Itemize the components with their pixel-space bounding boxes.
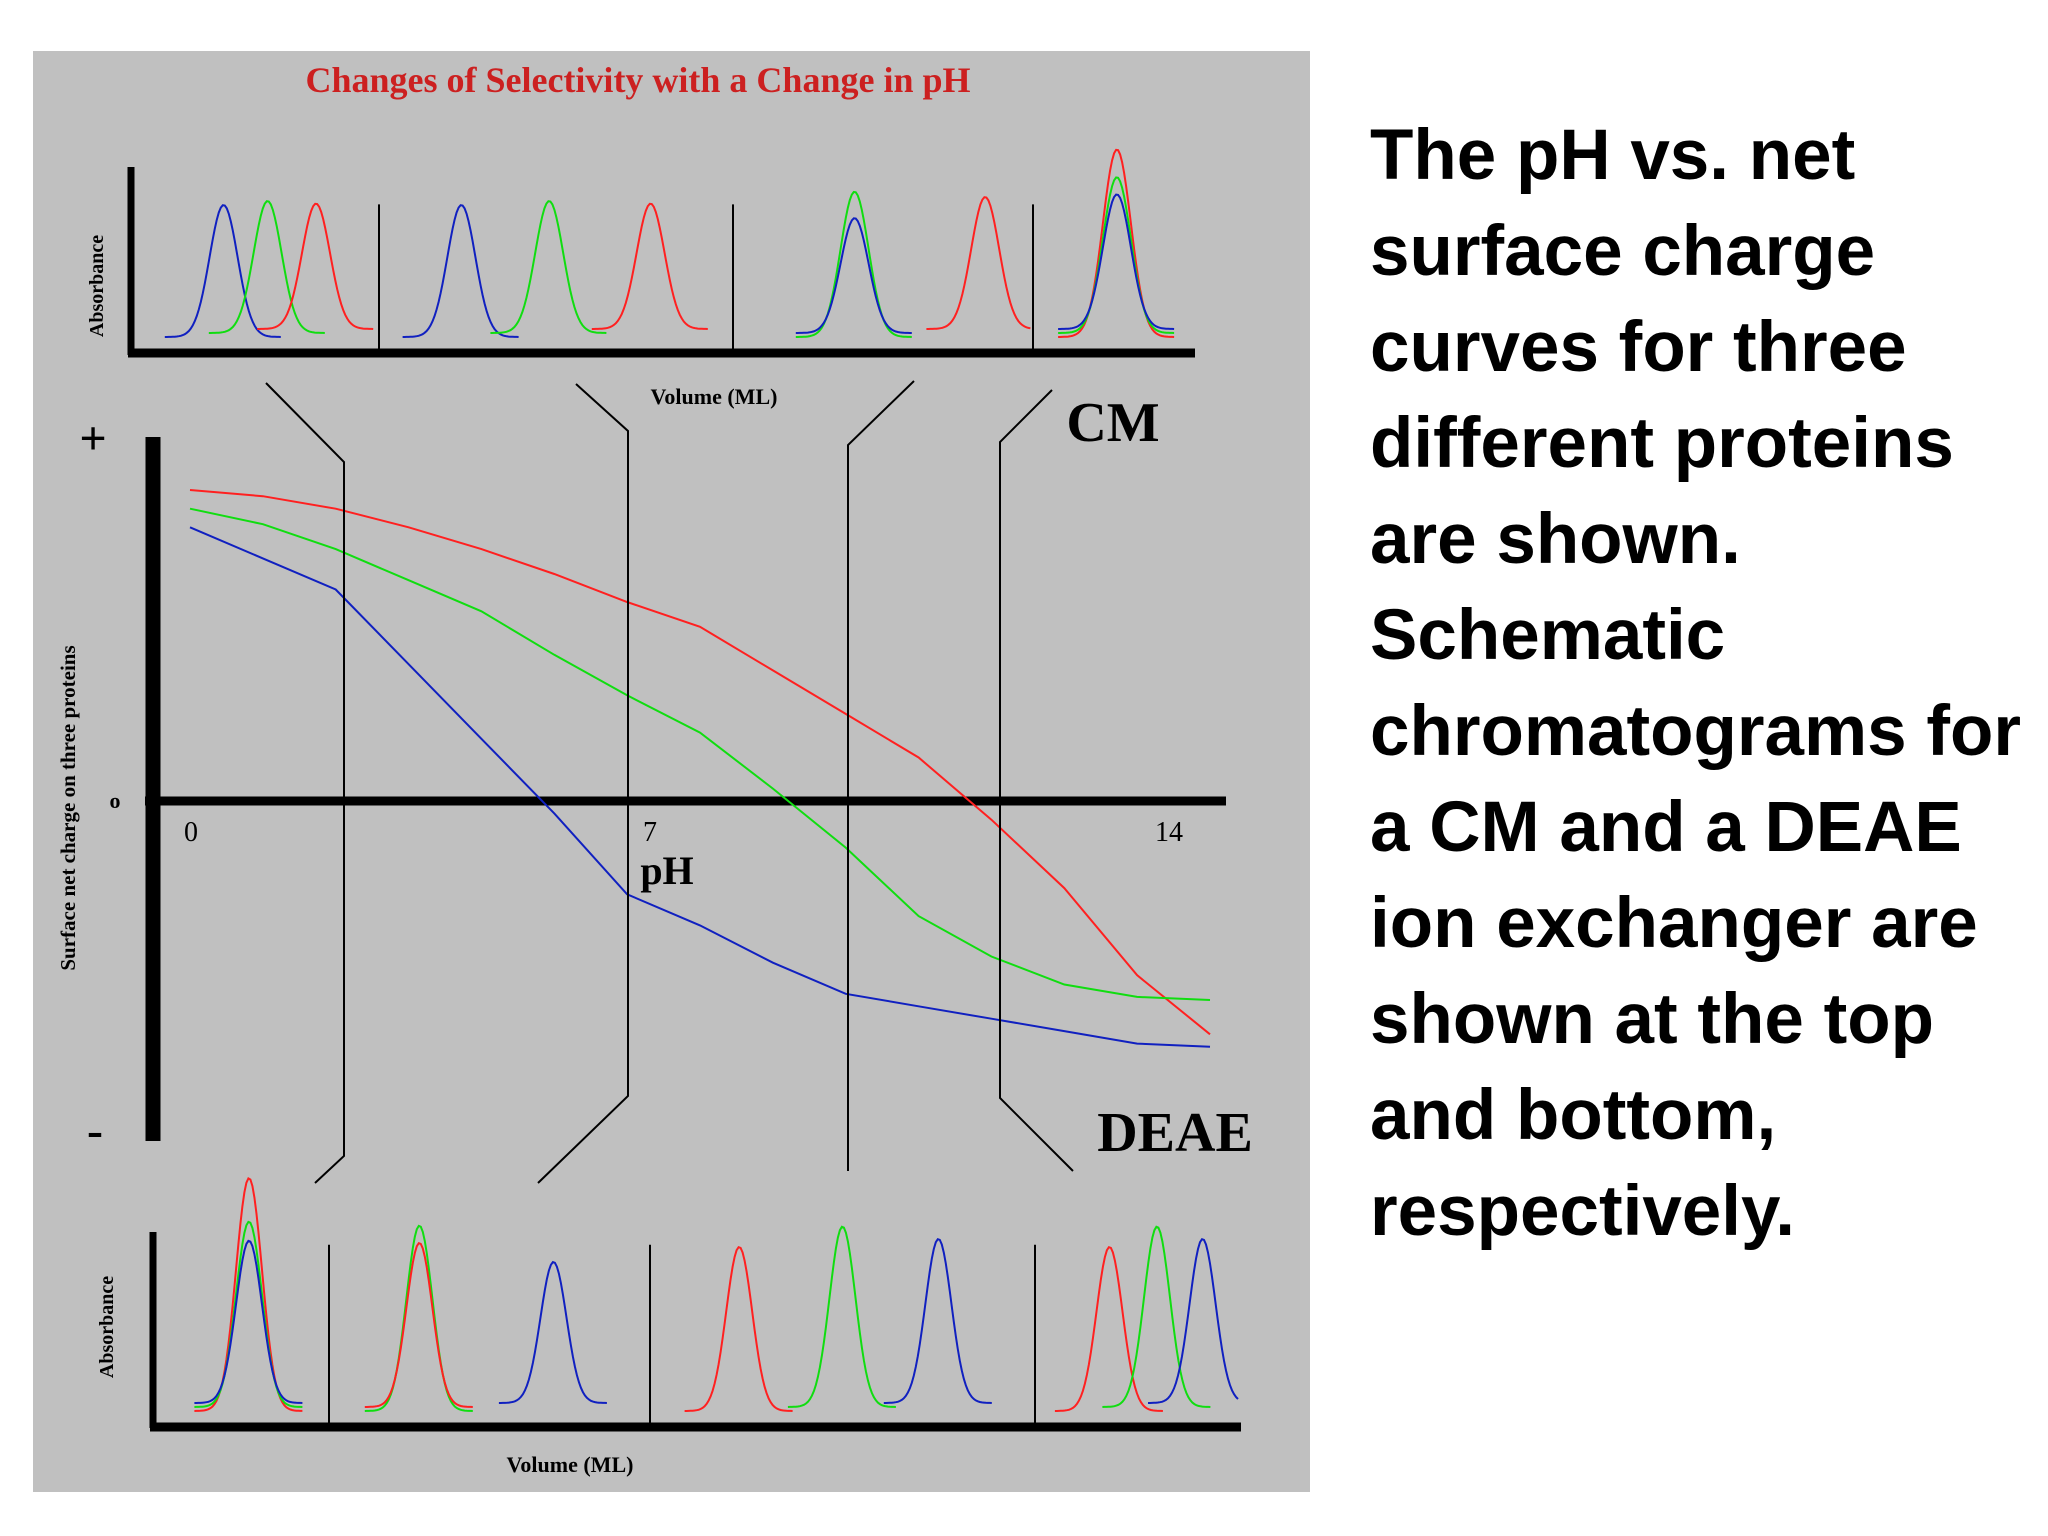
peak-red [257, 202, 374, 330]
y-negative-symbol: - [87, 1104, 103, 1157]
peak-red [1058, 148, 1175, 338]
x-tick-label: 14 [1155, 817, 1183, 848]
peak-green [194, 1220, 303, 1408]
peak-red [591, 202, 708, 330]
selectivity-figure: Changes of Selectivity with a Change in … [33, 51, 1310, 1492]
peak-blue [795, 217, 912, 334]
deae-chromatogram: Absorbance Volume (ML) [96, 1177, 1241, 1477]
connector-line [847, 380, 915, 1171]
peak-green [490, 200, 607, 334]
connector-line [537, 383, 629, 1184]
series-line-red [189, 489, 1211, 1036]
y-axis-label: Surface net charge on three proteins [56, 645, 80, 970]
peak-green [208, 200, 325, 334]
cm-chromatogram: Absorbance Volume (ML) [86, 148, 1195, 409]
series-line-green [189, 507, 1211, 1001]
charge-vs-ph-chart: Surface net charge on three proteins + o… [56, 392, 1253, 1164]
peak-red [684, 1245, 793, 1412]
peak-green [795, 190, 912, 338]
peak-green [1102, 1225, 1211, 1408]
connector-lines [265, 380, 1074, 1184]
deae-annotation: DEAE [1097, 1102, 1253, 1164]
caption-text: The pH vs. net surface charge curves for… [1370, 116, 2021, 1251]
peak-blue [194, 1239, 303, 1404]
peak-red [926, 196, 1031, 330]
peak-green [364, 1224, 473, 1412]
connector-line [999, 389, 1074, 1172]
x-axis-label-ph: pH [640, 848, 693, 893]
peak-red [1054, 1245, 1163, 1412]
peak-red [194, 1177, 303, 1412]
peak-green [787, 1225, 896, 1408]
peak-blue [164, 204, 281, 338]
deae-absorbance-label: Absorbance [96, 1276, 118, 1378]
x-tick-label: 7 [643, 817, 657, 848]
chart-title: Changes of Selectivity with a Change in … [305, 60, 970, 100]
cm-annotation: CM [1066, 392, 1159, 454]
cm-absorbance-label: Absorbance [86, 235, 108, 337]
y-positive-symbol: + [79, 412, 106, 465]
cm-volume-label: Volume (ML) [651, 384, 778, 409]
peak-blue [498, 1260, 607, 1404]
peak-blue [1058, 193, 1175, 330]
series-line-blue [189, 526, 1211, 1048]
figure-panel: Changes of Selectivity with a Change in … [33, 51, 1310, 1492]
peak-blue [883, 1237, 992, 1404]
peak-blue [1148, 1237, 1239, 1404]
peak-red [364, 1241, 473, 1408]
peak-green [1058, 176, 1175, 334]
x-tick-label: 0 [184, 817, 198, 848]
deae-volume-label: Volume (ML) [507, 1452, 634, 1477]
y-zero-symbol: o [110, 788, 121, 813]
connector-line [265, 382, 345, 1184]
